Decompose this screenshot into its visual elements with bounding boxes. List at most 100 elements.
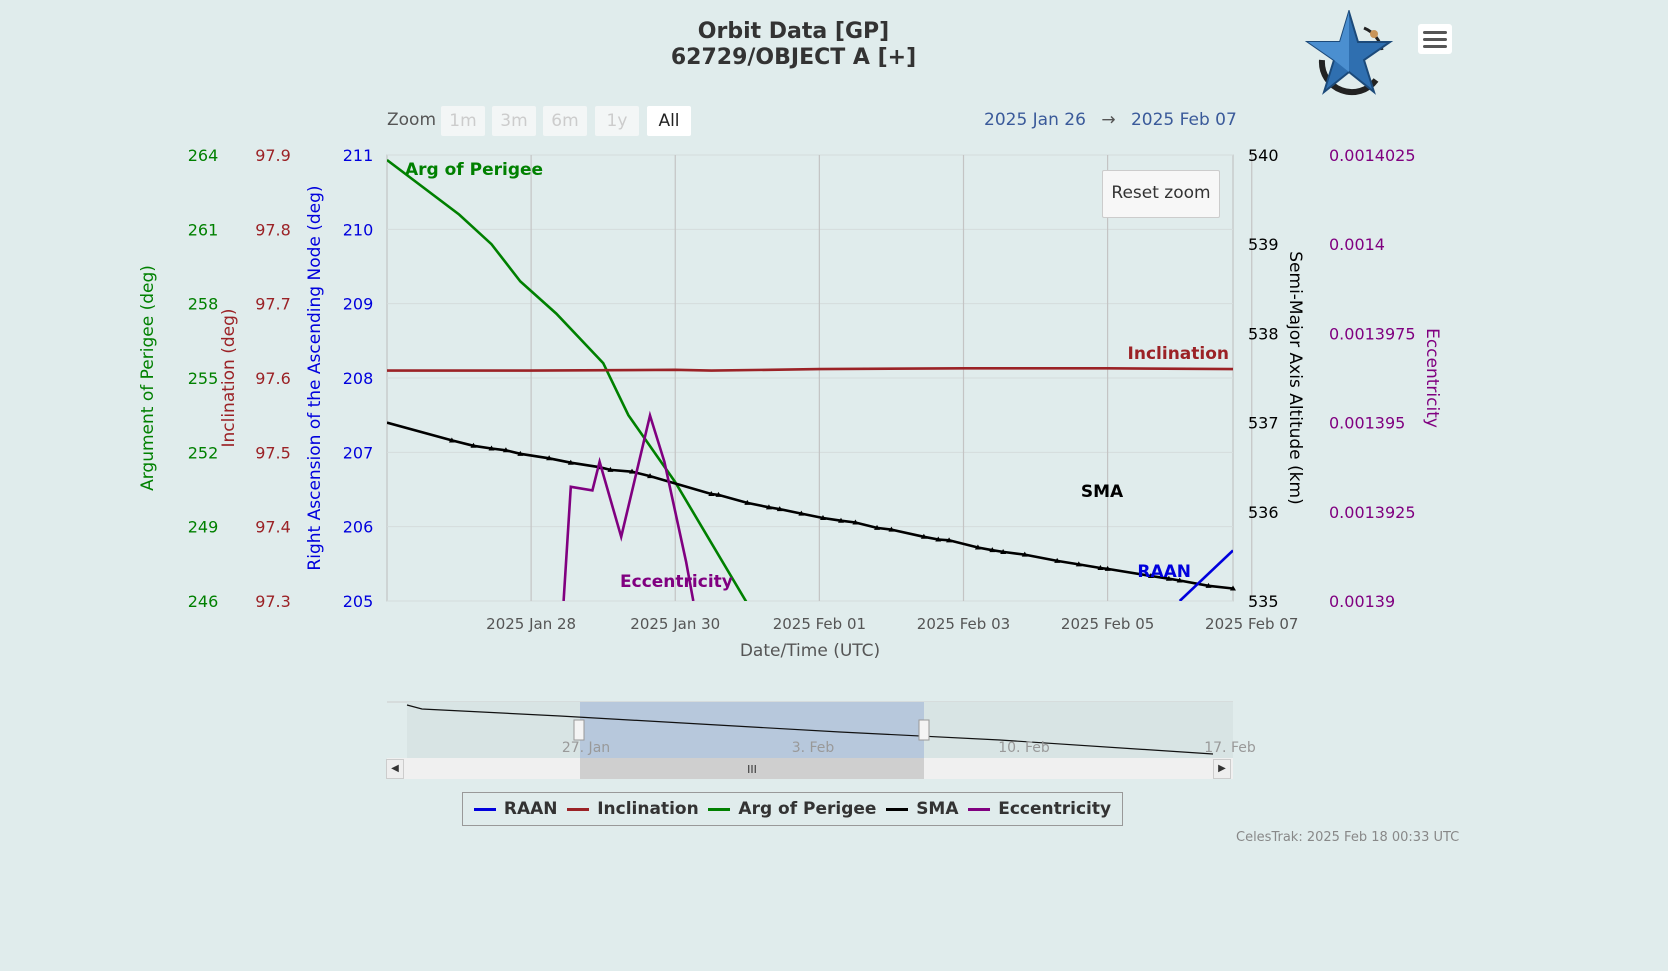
y-tick-label-inc: 97.7 [255,295,291,314]
sma-point-marker [546,455,553,461]
y-tick-label-ecc: 0.0013925 [1329,503,1416,522]
zoom-1y-button[interactable]: 1y [595,106,639,136]
zoom-6m-button[interactable]: 6m [543,106,587,136]
y-tick-label-inc: 97.3 [255,592,291,611]
legend-swatch-arg-of-perigee [708,807,731,811]
legend-item-eccentricity[interactable]: Eccentricity [968,799,1111,819]
y-tick-label-inc: 97.4 [255,518,291,537]
navigator-series-line [406,704,1214,755]
sma-point-marker [1165,575,1172,581]
y-tick-label-aop: 261 [188,220,219,239]
series-label-inclination: Inclination [1128,344,1229,364]
navigator-scroll-right-button[interactable]: ▶ [1213,759,1231,779]
y-tick-label-inc: 97.9 [255,146,291,165]
sma-point-marker [1147,573,1154,579]
zoom-all-button[interactable]: All [647,106,691,136]
navigator-date-label: 3. Feb [792,740,835,756]
navigator-date-label: 17. Feb [1204,740,1256,756]
y-tick-label-raan: 206 [343,518,374,537]
sma-point-marker [1176,577,1183,583]
y-tick-label-sma: 538 [1248,324,1279,343]
legend-swatch-eccentricity [968,807,991,811]
sma-point-marker [1104,565,1111,571]
range-to[interactable]: 2025 Feb 07 [1130,110,1237,130]
credit-text[interactable]: CelesTrak: 2025 Feb 18 00:33 UTC [1236,830,1460,845]
legend-swatch-inclination [567,807,590,811]
sma-point-marker [874,524,881,530]
y-tick-label-ecc: 0.0013975 [1329,324,1416,343]
y-tick-label-ecc: 0.0014025 [1329,146,1416,165]
x-tick-label: 2025 Feb 05 [1061,615,1154,633]
y-axis-label-raan: Right Ascension of the Ascending Node (d… [305,185,325,570]
y-axis-label-ecc: Eccentricity [1422,328,1442,428]
series-label-arg-of-perigee: Arg of Perigee [405,160,543,180]
sma-point-marker [502,447,509,453]
sma-point-marker [935,536,942,542]
sma-point-marker [629,468,636,474]
sma-point-marker [1205,582,1212,588]
sma-point-marker [1230,585,1236,591]
chart-subtitle[interactable]: 62729/OBJECT A [+] [670,45,917,70]
range-from[interactable]: 2025 Jan 26 [984,110,1086,130]
sma-point-marker [647,473,654,479]
chart-legend: RAAN Inclination Arg of Perigee SMA Ecce… [462,792,1123,826]
series-label-raan: RAAN [1137,562,1191,582]
reset-zoom-button[interactable]: Reset zoom [1102,170,1220,218]
navigator-scrollbar-grip: III [747,763,757,776]
legend-swatch-sma [886,807,909,811]
sma-point-marker [989,547,996,553]
navigator-scroll-left-button[interactable]: ◀ [386,759,404,779]
y-tick-label-aop: 252 [188,443,219,462]
sma-point-marker [946,537,953,543]
legend-item-arg-of-perigee[interactable]: Arg of Perigee [708,799,876,819]
y-tick-label-aop: 255 [188,369,219,388]
y-axis-label-inc: Inclination (deg) [219,308,239,447]
sma-point-marker [517,450,524,456]
sma-point-marker [744,499,751,505]
zoom-1m-button[interactable]: 1m [441,106,485,136]
navigator-scrollbar-thumb [580,758,924,779]
y-tick-label-aop: 246 [188,592,219,611]
y-tick-label-sma: 539 [1248,235,1279,254]
celestrak-star-logo[interactable] [1304,10,1398,96]
navigator-right-handle [918,719,930,741]
sma-point-marker [798,510,805,516]
y-tick-label-inc: 97.8 [255,220,291,239]
series-line-arg-of-perigee [387,158,748,601]
series-line-inclination [387,366,1233,372]
y-tick-label-ecc: 0.001395 [1329,414,1405,433]
y-tick-label-sma: 537 [1248,414,1279,433]
x-tick-label: 2025 Feb 01 [773,615,866,633]
sma-point-marker [715,491,722,497]
sma-point-marker [765,504,772,510]
legend-item-sma[interactable]: SMA [886,799,959,819]
zoom-3m-button[interactable]: 3m [492,106,536,136]
sma-point-marker [470,442,477,448]
y-axis-label-aop: Argument of Perigee (deg) [138,265,158,491]
sma-point-marker [974,544,981,550]
sma-point-marker [607,466,614,472]
y-tick-label-raan: 209 [343,295,374,314]
legend-item-inclination[interactable]: Inclination [567,799,699,819]
sma-point-marker [1097,564,1104,570]
sma-point-marker [1054,557,1061,563]
legend-item-raan[interactable]: RAAN [473,799,558,819]
sma-point-marker [708,490,715,496]
legend-swatch-raan [473,807,496,811]
x-tick-label: 2025 Feb 03 [917,615,1010,633]
sma-point-marker [837,517,844,523]
y-tick-label-sma: 540 [1248,146,1279,165]
y-tick-label-sma: 536 [1248,503,1279,522]
x-axis-label: Date/Time (UTC) [740,641,880,661]
sma-point-marker [776,506,783,512]
sma-point-marker [852,519,859,525]
y-tick-label-raan: 210 [343,220,374,239]
sma-point-marker [448,437,455,443]
sma-point-marker [920,533,927,539]
y-tick-label-aop: 264 [188,146,219,165]
y-tick-label-aop: 249 [188,518,219,537]
x-tick-label: 2025 Jan 30 [630,615,720,633]
legend-label-arg-of-perigee: Arg of Perigee [738,799,877,819]
hamburger-menu-icon[interactable] [1418,24,1452,54]
